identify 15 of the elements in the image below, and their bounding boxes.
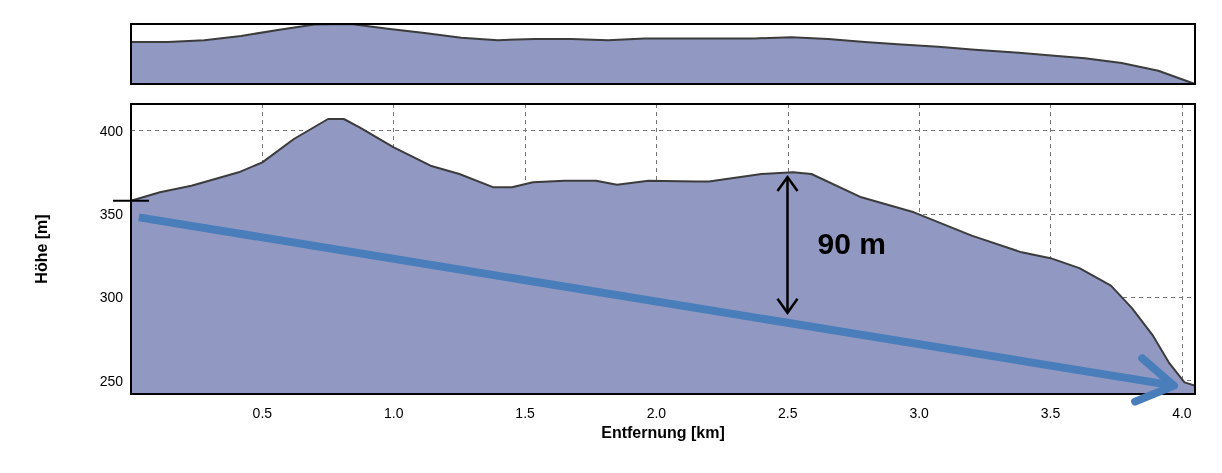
y-tick-label: 300: [99, 289, 124, 306]
x-tick-label: 3.5: [1040, 405, 1061, 421]
x-axis-title: Entfernung [km]: [601, 424, 725, 442]
y-tick-label: 350: [99, 206, 124, 222]
x-tick-label: 4.0: [1172, 405, 1192, 421]
y-tick-label: 400: [99, 122, 124, 139]
x-tick-label: 1.5: [515, 405, 536, 421]
x-tick-label: 2.0: [646, 405, 667, 421]
y-tick-label: 250: [99, 372, 124, 389]
y-axis-title: Höhe [m]: [32, 214, 50, 284]
x-tick-label: 2.5: [778, 405, 798, 421]
x-tick-label: 0.5: [252, 405, 273, 421]
annotation: 90 m: [817, 227, 886, 261]
x-tick-label: 3.0: [909, 405, 930, 421]
x-tick-label: 1.0: [383, 405, 404, 421]
